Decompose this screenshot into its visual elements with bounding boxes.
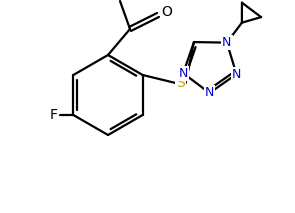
Text: S: S [176, 76, 185, 90]
Text: N: N [222, 36, 232, 49]
Text: O: O [162, 5, 173, 19]
Text: N: N [232, 68, 241, 81]
Text: N: N [178, 67, 188, 80]
Text: N: N [205, 86, 214, 99]
Text: F: F [49, 108, 57, 122]
